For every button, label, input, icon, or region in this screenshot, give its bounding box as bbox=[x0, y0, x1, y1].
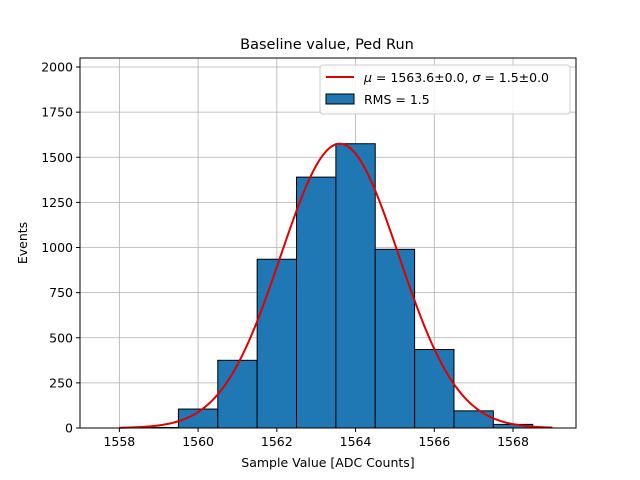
histogram-bar bbox=[414, 348, 455, 429]
legend-mu-symbol: μ bbox=[363, 70, 372, 85]
y-tick-label: 1000 bbox=[41, 240, 73, 255]
x-tick-label: 1566 bbox=[418, 434, 450, 449]
x-axis-ticks: 1558 1560 1562 1564 1566 1568 bbox=[103, 428, 529, 449]
y-tick-label: 500 bbox=[49, 330, 73, 345]
y-tick-label: 2000 bbox=[41, 60, 73, 75]
y-tick-label: 1750 bbox=[41, 105, 73, 120]
legend-hist-swatch bbox=[325, 93, 355, 105]
histogram-bar bbox=[296, 176, 337, 429]
legend: μ = 1563.6±0.0, σ = 1.5±0.0 RMS = 1.5 bbox=[319, 64, 571, 115]
y-tick-label: 0 bbox=[65, 421, 73, 436]
chart-title: Baseline value, Ped Run bbox=[240, 37, 414, 53]
y-tick-label: 1250 bbox=[41, 195, 73, 210]
histogram-bar bbox=[374, 248, 416, 429]
y-tick-label: 250 bbox=[49, 375, 73, 390]
legend-sigma-symbol: σ bbox=[472, 70, 481, 85]
histogram-bar bbox=[453, 410, 494, 429]
histogram-bar bbox=[256, 258, 298, 429]
legend-fit-label: μ = 1563.6±0.0, σ = 1.5±0.0 bbox=[363, 70, 549, 85]
x-tick-label: 1564 bbox=[340, 434, 372, 449]
x-tick-label: 1560 bbox=[182, 434, 214, 449]
x-axis-label: Sample Value [ADC Counts] bbox=[241, 455, 414, 470]
legend-mu-value: = 1563.6±0.0, bbox=[372, 70, 472, 85]
x-tick-label: 1562 bbox=[261, 434, 293, 449]
gaussian-fit-line bbox=[119, 142, 553, 429]
y-axis-ticks: 0 250 500 750 1000 1250 1500 1750 2000 bbox=[41, 60, 80, 436]
x-tick-label: 1558 bbox=[103, 434, 135, 449]
legend-sigma-value: = 1.5±0.0 bbox=[480, 70, 549, 85]
y-tick-label: 750 bbox=[49, 285, 73, 300]
x-tick-label: 1568 bbox=[497, 434, 529, 449]
plot-frame bbox=[79, 57, 577, 429]
y-tick-label: 1500 bbox=[41, 150, 73, 165]
histogram-bar bbox=[217, 359, 258, 429]
legend-hist-label: RMS = 1.5 bbox=[364, 92, 430, 107]
y-axis-label: Events bbox=[15, 222, 30, 264]
legend-box bbox=[319, 64, 571, 115]
histogram-bar bbox=[335, 143, 376, 429]
